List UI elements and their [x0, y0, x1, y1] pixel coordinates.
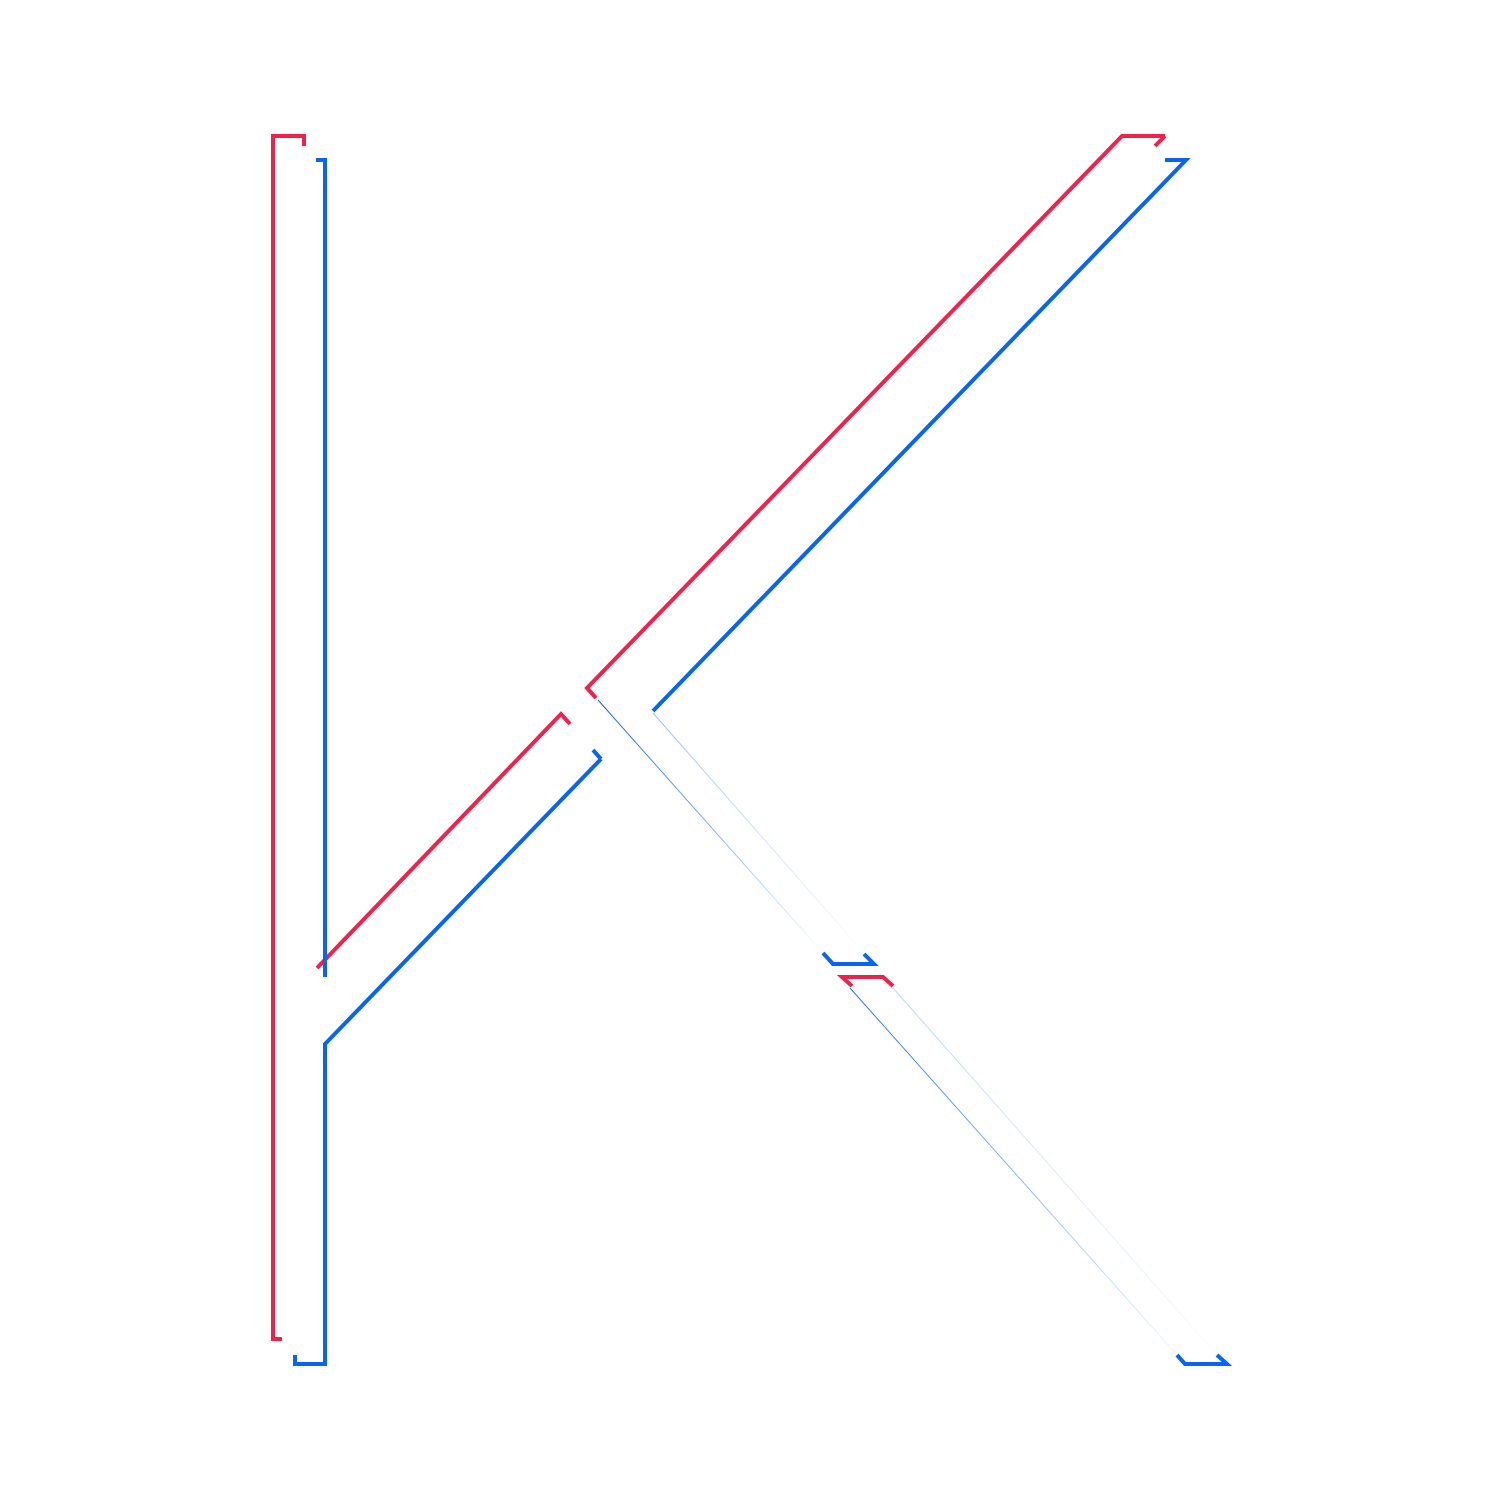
red-branch-outline	[315, 711, 572, 970]
leg-fade-line-lower-edge	[892, 987, 1218, 1356]
blue-leg-foot	[1175, 1353, 1233, 1366]
leg-fade-line-upper-edge	[652, 712, 865, 954]
red-outline-group	[271, 134, 1167, 1341]
leg-fade-lines	[597, 699, 1218, 1356]
blue-outline-group	[293, 158, 1233, 1366]
blue-stem-lower-outline	[293, 748, 603, 1366]
red-stem-outline	[271, 134, 306, 1341]
leg-fade-line-upper	[597, 699, 824, 954]
leg-fade-line-lower	[849, 987, 1178, 1356]
blue-leg-tab	[821, 951, 879, 966]
red-leg-tab	[836, 975, 895, 988]
blue-upper-arm-outline	[651, 158, 1191, 713]
red-upper-arm-outline	[584, 134, 1167, 700]
blue-stem-upper-outline	[316, 158, 327, 977]
